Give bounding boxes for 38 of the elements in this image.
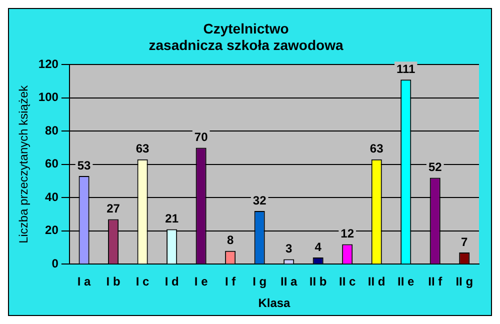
x-axis-title: Klasa	[258, 296, 291, 310]
data-label: 63	[370, 142, 384, 156]
x-tick-label: II g	[456, 274, 474, 289]
x-tick-label: II d	[368, 274, 386, 289]
data-label: 52	[428, 160, 442, 174]
data-label: 4	[314, 240, 322, 254]
x-tick-label: II e	[398, 274, 415, 289]
y-axis-title: Liczba przeczytanych książek	[16, 84, 31, 244]
data-label: 63	[136, 142, 150, 156]
y-tick-label: 40	[45, 190, 59, 204]
data-label: 53	[77, 158, 92, 172]
x-tick-label: II a	[280, 274, 298, 289]
data-label: 27	[106, 202, 120, 216]
data-label: 8	[226, 233, 234, 248]
data-label: 21	[165, 212, 179, 226]
x-tick-label: I g	[252, 274, 267, 289]
data-label: 12	[340, 226, 354, 241]
data-label: 70	[194, 130, 208, 144]
x-tick-label: I c	[136, 274, 150, 289]
x-tick-label: I f	[224, 274, 237, 289]
y-tick-label: 120	[38, 56, 59, 71]
x-tick-label: I a	[77, 274, 92, 289]
data-label: 32	[252, 193, 267, 208]
x-tick-label: I d	[164, 274, 179, 289]
y-tick-label: 20	[45, 223, 59, 238]
y-tick-label: 100	[38, 90, 59, 104]
y-tick-label: 80	[45, 123, 59, 138]
data-label: 7	[461, 234, 468, 249]
y-tick-label: 0	[52, 256, 59, 271]
data-label: 111	[396, 62, 416, 76]
chart-title: Czytelnictwo zasadnicza szkoła zawodowa	[148, 20, 344, 54]
data-label: 3	[285, 242, 292, 256]
x-tick-label: II c	[339, 274, 356, 289]
x-tick-label: II f	[428, 274, 444, 289]
y-tick-label: 60	[45, 156, 59, 171]
x-tick-label: I e	[194, 274, 208, 289]
x-tick-label: I b	[106, 274, 120, 289]
x-tick-label: II b	[309, 274, 327, 289]
